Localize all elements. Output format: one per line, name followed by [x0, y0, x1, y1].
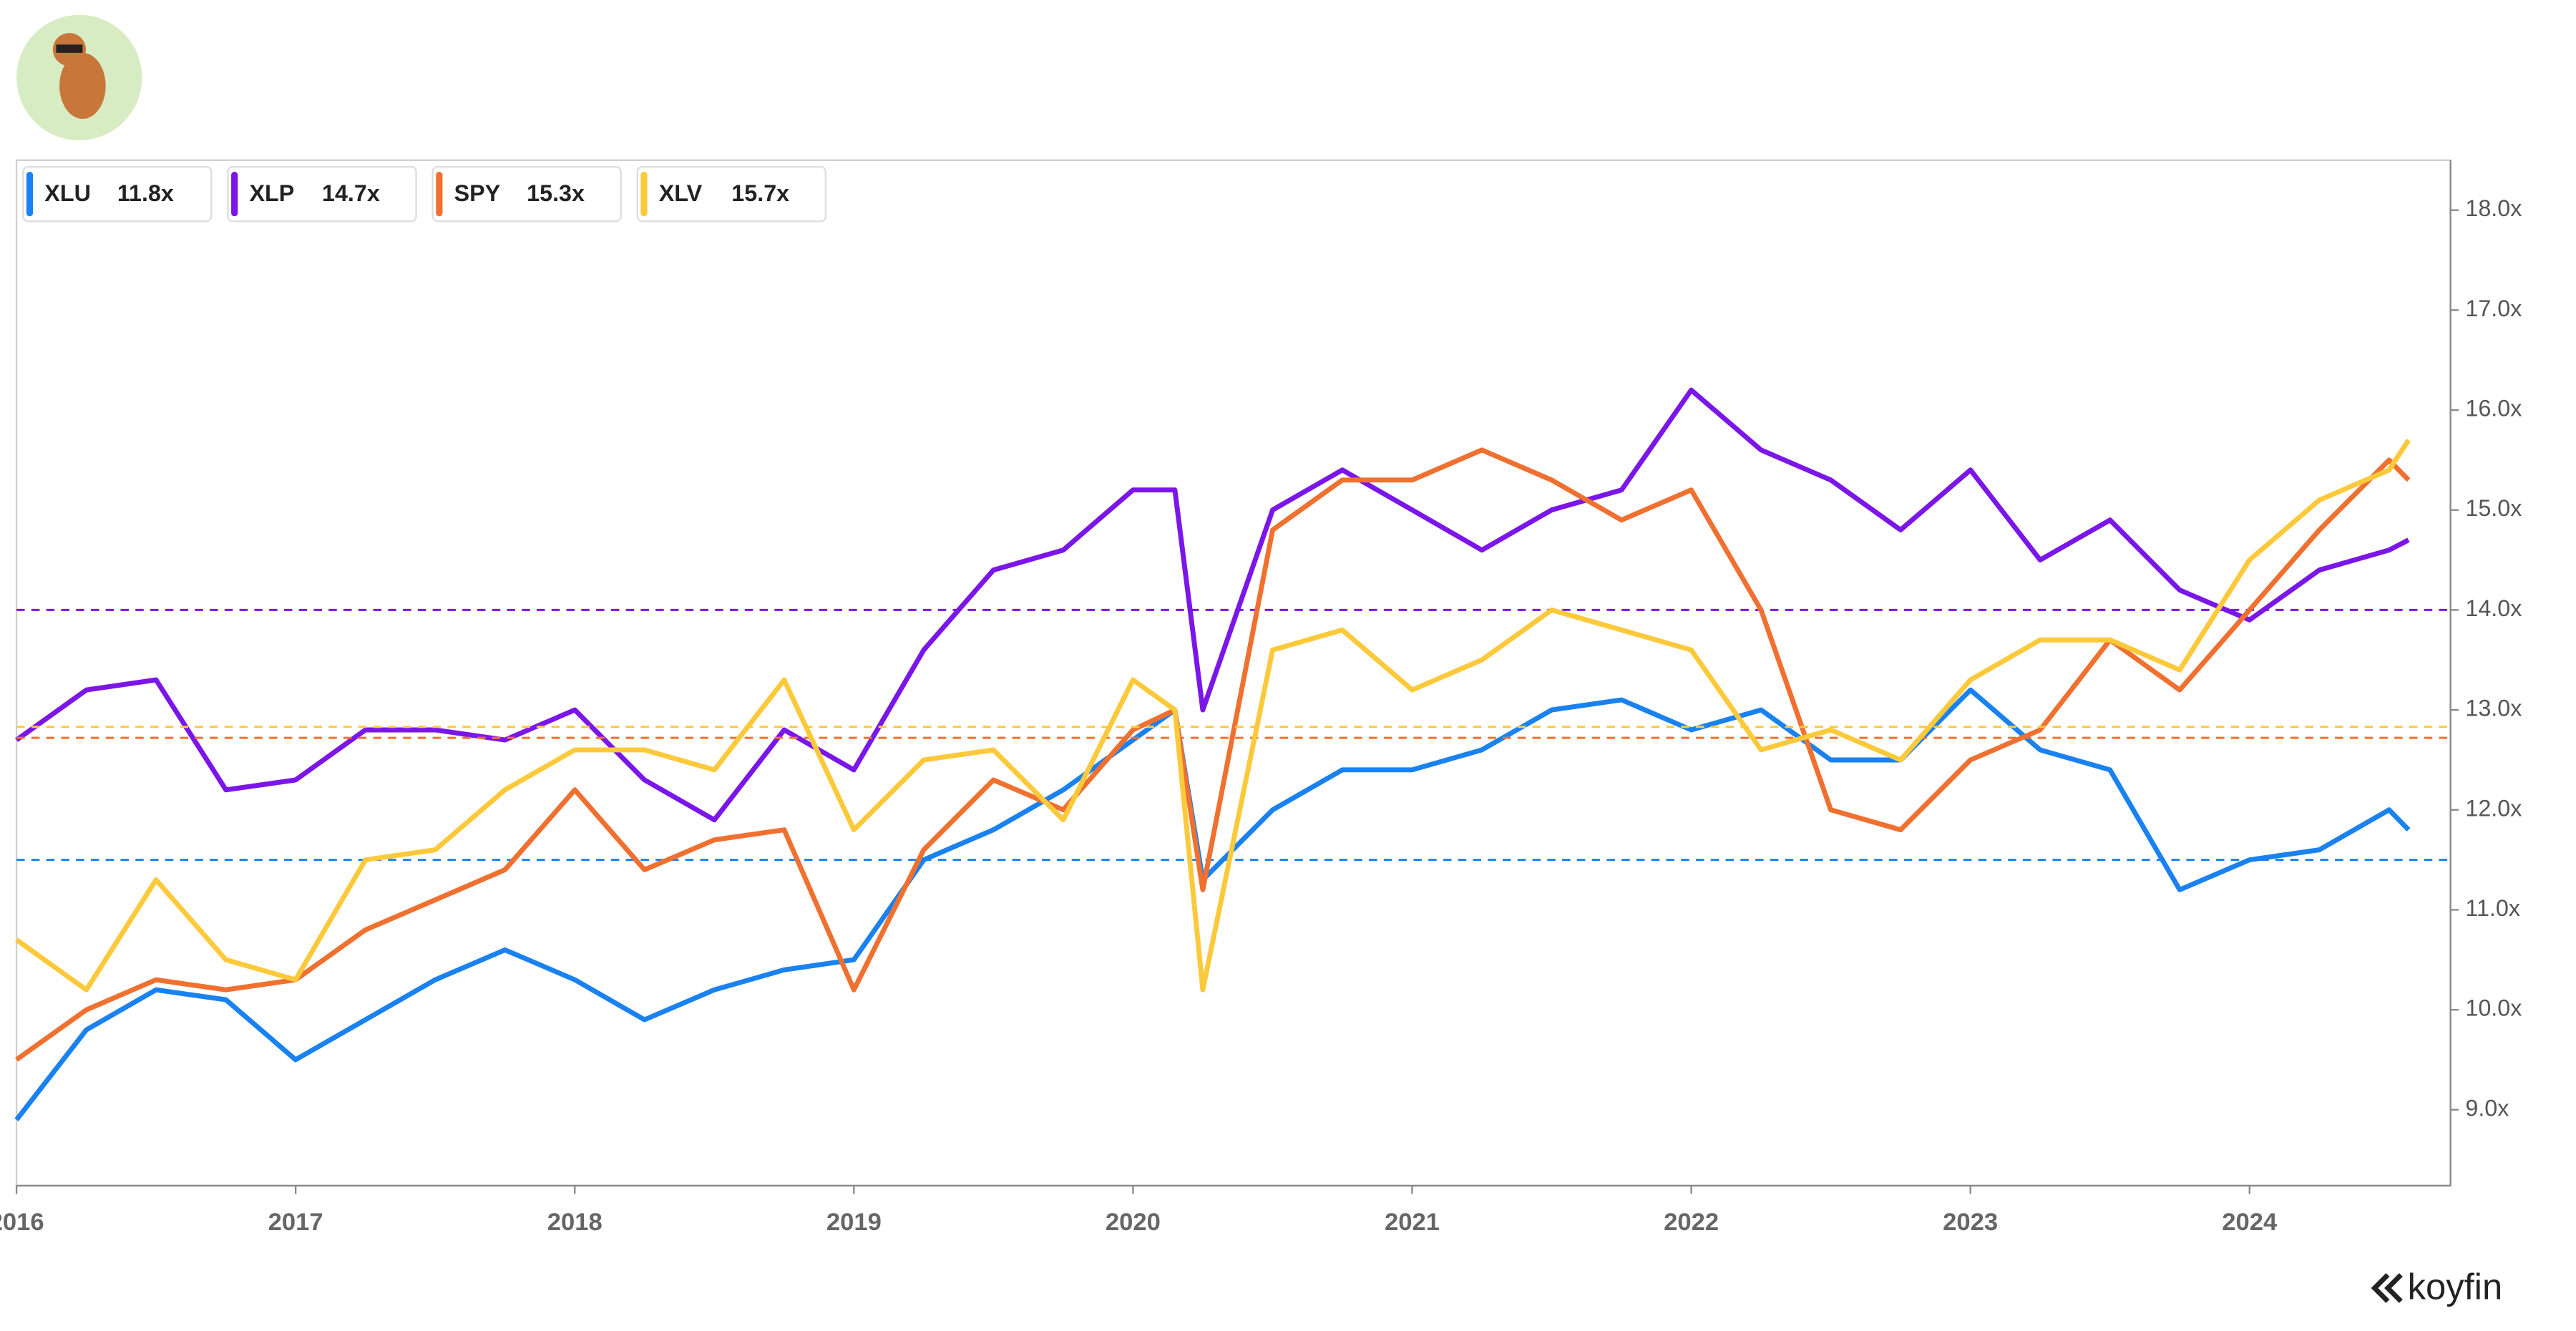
y-tick-label: 18.0x: [2465, 195, 2522, 221]
x-tick-label: 2020: [1106, 1209, 1161, 1236]
legend-swatch: [26, 172, 34, 217]
y-tick-label: 10.0x: [2465, 995, 2522, 1021]
legend-item: SPY 15.3x: [431, 165, 622, 223]
legend-name: XLP: [249, 180, 294, 206]
y-tick-label: 14.0x: [2465, 595, 2522, 621]
logo-body: [59, 52, 106, 120]
series-line: [14, 687, 2411, 1121]
legend-swatch: [231, 172, 238, 217]
brand-logo: koyfin: [2371, 1267, 2503, 1307]
legend-box: [22, 165, 213, 223]
legend: XLU 11.8x XLP 14.7x SPY 15.3x XLV 15.7x: [22, 165, 826, 223]
x-tick-label: 2023: [1943, 1209, 1998, 1236]
x-tick-label: 2021: [1385, 1209, 1440, 1236]
y-tick-label: 12.0x: [2465, 795, 2522, 821]
legend-box: [431, 165, 622, 223]
y-tick-label: 9.0x: [2465, 1095, 2509, 1121]
legend-name: XLV: [659, 180, 703, 206]
legend-swatch: [640, 172, 648, 217]
legend-swatch: [436, 172, 443, 217]
legend-value: 11.8x: [117, 180, 174, 206]
legend-box: [636, 165, 826, 223]
legend-item: XLU 11.8x: [22, 165, 213, 223]
legend-name: XLU: [44, 180, 91, 206]
legend-item: XLV 15.7x: [636, 165, 826, 223]
x-tick-label: 2017: [268, 1209, 323, 1236]
legend-value: 15.7x: [731, 180, 789, 206]
brand-icon: [2371, 1273, 2403, 1303]
legend-value: 14.7x: [322, 180, 380, 206]
x-tick-label: 2016: [0, 1209, 44, 1236]
legend-item: XLP 14.7x: [227, 165, 417, 223]
logo: [16, 14, 142, 141]
series-line: [15, 439, 2411, 993]
brand-text: koyfin: [2408, 1267, 2503, 1307]
legend-value: 15.3x: [527, 180, 585, 206]
logo-glasses: [56, 44, 83, 53]
legend-box: [227, 165, 417, 223]
series-line: [15, 387, 2410, 823]
y-tick-label: 13.0x: [2465, 696, 2522, 721]
y-tick-label: 11.0x: [2465, 895, 2520, 921]
y-tick-label: 15.0x: [2465, 495, 2522, 521]
legend-name: SPY: [454, 180, 501, 206]
series-line: [15, 447, 2411, 1062]
x-tick-label: 2024: [2222, 1209, 2278, 1236]
y-tick-label: 17.0x: [2465, 296, 2522, 321]
y-tick-label: 16.0x: [2465, 396, 2522, 421]
x-tick-label: 2018: [547, 1209, 602, 1236]
x-tick-label: 2019: [826, 1209, 882, 1236]
x-tick-label: 2022: [1664, 1209, 1719, 1236]
